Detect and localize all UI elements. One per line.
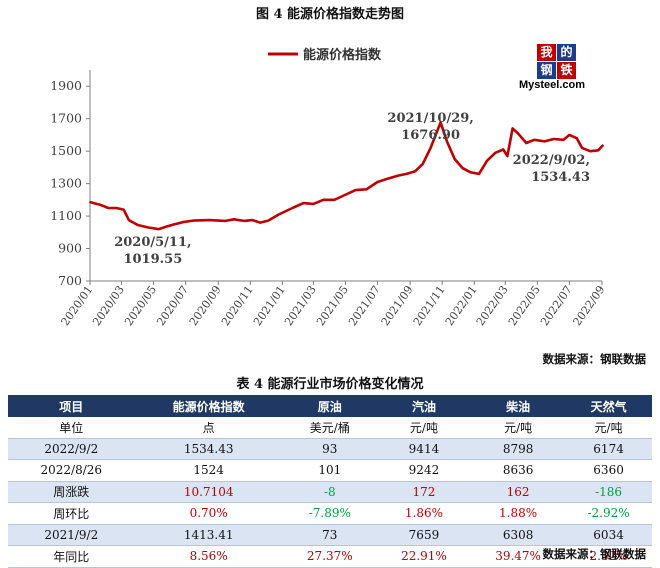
y-tick-label: 700 [58, 273, 82, 288]
table-cell: -186 [565, 481, 652, 503]
data-annotation: 2021/10/29, [387, 111, 473, 126]
table-cell: 10.7104 [134, 481, 283, 503]
table-cell: -7.89% [282, 502, 377, 525]
x-tick-label: 2021/11 [411, 283, 448, 328]
table-cell: 7659 [376, 524, 472, 546]
y-tick-label: 1700 [50, 111, 82, 126]
data-annotation: 2022/9/02, [513, 153, 590, 168]
table-cell: 9414 [376, 438, 472, 460]
table-cell: 6308 [471, 524, 566, 546]
table-cell: 1.86% [376, 502, 472, 525]
table-cell: 172 [376, 481, 472, 503]
table-cell: -8 [282, 481, 377, 503]
x-tick-label: 2020/03 [90, 283, 127, 328]
table-row: 2021/9/2 1413.41 73 7659 6308 6034 [8, 524, 652, 546]
table-cell: 元/吨 [471, 417, 566, 439]
table-cell: 1413.41 [134, 524, 283, 546]
y-tick-label: 1100 [50, 208, 82, 223]
table-header-cell: 项目 [8, 395, 135, 417]
table-cell: 点 [134, 417, 283, 439]
x-tick-label: 2020/05 [122, 283, 159, 328]
chart-source-note: 数据来源：钢联数据 [542, 352, 647, 366]
table-cell: 美元/桶 [282, 417, 377, 439]
x-tick-label: 2020/11 [219, 283, 256, 328]
data-annotation: 1676.90 [401, 128, 460, 143]
table-cell: 8798 [471, 438, 566, 460]
row-label-cell: 周环比 [8, 502, 135, 525]
table-source-note: 数据来源：钢联数据 [542, 547, 647, 561]
x-tick-label: 2021/05 [314, 283, 351, 328]
x-tick-label: 2022/05 [506, 283, 543, 328]
x-tick-label: 2021/09 [379, 283, 416, 328]
table-title: 表 4 能源行业市场价格变化情况 [236, 377, 424, 392]
table-cell: 9242 [376, 459, 472, 482]
logo-char: 钢 [537, 62, 556, 79]
row-label-cell: 2021/9/2 [8, 524, 135, 546]
table-row: 2022/9/2 1534.43 93 9414 8798 6174 [8, 438, 652, 460]
energy-price-index-chart: 700900110013001500170019002020/012020/03… [50, 47, 608, 328]
table-cell: 162 [471, 481, 566, 503]
table-cell: -2.92% [565, 502, 652, 525]
table-header-cell: 柴油 [471, 395, 566, 417]
x-tick-label: 2020/09 [187, 283, 224, 328]
row-label-cell: 周涨跌 [8, 481, 135, 503]
table-cell: 1524 [134, 459, 283, 482]
logo-char: 铁 [557, 62, 576, 79]
table-cell: 27.37% [282, 545, 377, 568]
table-row: 周环比 0.70% -7.89% 1.86% 1.88% -2.92% [8, 502, 652, 525]
table-cell: 101 [282, 459, 377, 482]
y-tick-label: 1900 [50, 78, 82, 93]
index-series-line [89, 121, 604, 231]
table-cell: 2.32% [565, 545, 652, 568]
x-tick-label: 2022/07 [538, 283, 575, 328]
row-label-cell: 2022/8/26 [8, 459, 135, 482]
x-tick-label: 2021/07 [346, 283, 383, 328]
mysteel-logo: 我 的 钢 铁 Mysteel.com [517, 44, 585, 94]
table-cell: 6360 [565, 459, 652, 482]
table-header-cell: 原油 [282, 395, 377, 417]
table-header-cell: 汽油 [376, 395, 472, 417]
x-tick-label: 2022/03 [474, 283, 511, 328]
table-cell: 73 [282, 524, 377, 546]
row-label-cell: 2022/9/2 [8, 438, 135, 460]
table-cell: 1.88% [471, 502, 566, 525]
legend-label: 能源价格指数 [303, 47, 382, 63]
table-row: 单位点美元/桶 元/吨 元/吨 元/吨 [8, 417, 652, 439]
table-body: 单位点美元/桶 元/吨 元/吨 元/吨 2022/9/2 1534.43 93 9414 879… [8, 417, 652, 568]
x-tick-label: 2022/09 [571, 283, 608, 328]
figure-title: 图 4 能源价格指数走势图 [255, 7, 405, 22]
table-cell: 93 [282, 438, 377, 460]
y-tick-label: 1500 [50, 143, 82, 158]
table-cell: 0.70% [134, 502, 283, 525]
row-label-cell: 单位 [8, 417, 135, 439]
table-cell: 元/吨 [376, 417, 472, 439]
logo-char: 的 [557, 44, 576, 61]
data-annotation: 2020/5/11, [114, 235, 191, 250]
table-cell: 6174 [565, 438, 652, 460]
table-header-row: 项目 能源价格指数 原油 汽油 柴油 天然气 [8, 395, 652, 417]
data-annotation: 1534.43 [531, 170, 590, 185]
table-cell: 1534.43 [134, 438, 283, 460]
table-cell: 8636 [471, 459, 566, 482]
table-header-cell: 天然气 [565, 395, 652, 417]
x-tick-label: 2021/03 [282, 283, 319, 328]
table-row: 年同比 8.56% 27.37% 22.91% 39.47% 2.32% [8, 545, 652, 568]
x-tick-label: 2020/07 [154, 283, 191, 328]
energy-price-table: 项目 能源价格指数 原油 汽油 柴油 天然气 单位点美元/桶 元/吨 元/吨 元/吨 2022/9… [8, 395, 652, 568]
table-header-cell: 能源价格指数 [134, 395, 283, 417]
table-cell: 元/吨 [565, 417, 652, 439]
table-row: 周涨跌 10.7104 -8 172 162 -186 [8, 481, 652, 503]
y-tick-label: 900 [58, 241, 82, 256]
data-annotation: 1019.55 [123, 252, 182, 267]
logo-text: Mysteel.com [519, 79, 586, 91]
table-cell: 6034 [565, 524, 652, 546]
table-row: 2022/8/26 1524 101 9242 8636 6360 [8, 459, 652, 482]
logo-char: 我 [537, 44, 556, 61]
y-tick-label: 1300 [50, 176, 82, 191]
